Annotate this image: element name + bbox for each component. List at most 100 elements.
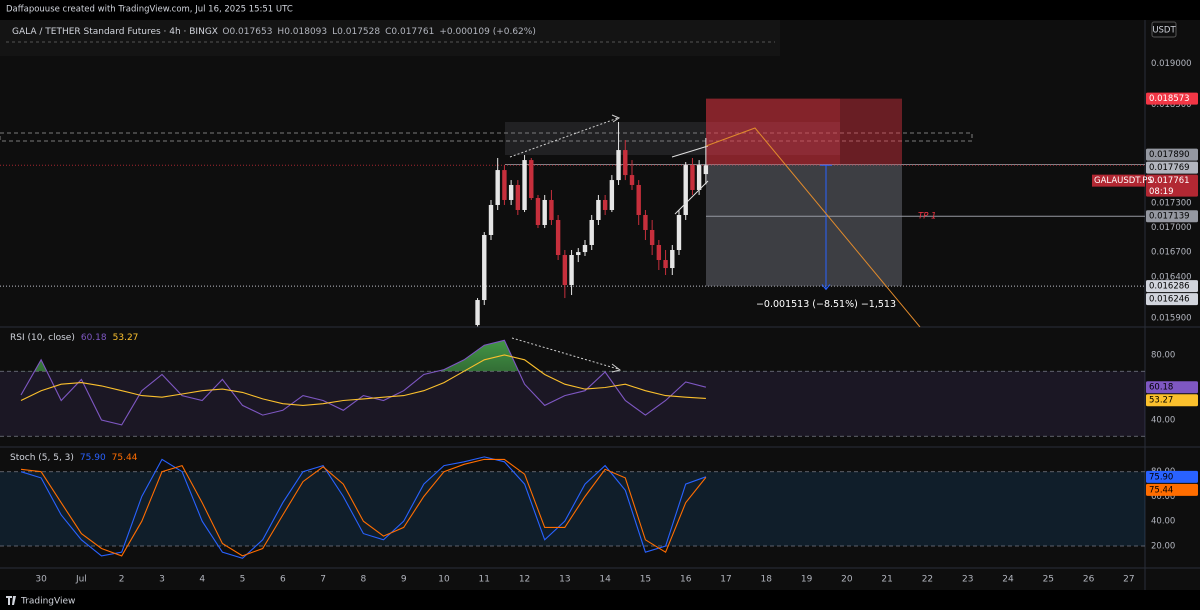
candle-body bbox=[649, 229, 655, 246]
series-line bbox=[20, 354, 706, 406]
legend-ohlc: +0.000109 (+0.62%) bbox=[439, 27, 536, 37]
price-tag-label: 53.27 bbox=[1149, 396, 1173, 406]
time-axis bbox=[0, 568, 1200, 590]
legend-ohlc: L0.017528 bbox=[332, 27, 380, 37]
candle-body bbox=[596, 199, 601, 220]
price-tag bbox=[1146, 280, 1198, 293]
x-tick-label: 11 bbox=[479, 575, 490, 585]
pane-legend: Stoch (5, 5, 3) 75.90 75.44 bbox=[10, 453, 138, 463]
series-line bbox=[20, 339, 707, 426]
x-tick-label: 18 bbox=[761, 575, 773, 585]
price-tag bbox=[1146, 381, 1198, 394]
price-tag bbox=[1146, 161, 1198, 174]
header-text: Daffapouuse created with TradingView.com… bbox=[6, 5, 293, 15]
legend-value: 53.27 bbox=[113, 333, 139, 343]
price-tag bbox=[1146, 394, 1198, 407]
x-tick-label: 17 bbox=[720, 575, 731, 585]
price-tag-label: 0.016246 bbox=[1149, 295, 1190, 305]
projection-line bbox=[705, 127, 921, 327]
axes: 30 Jul 2 3 4 5 6 7 8 9 10 11 12 13 14 15 16 17 18 19 20 21 22 2… bbox=[10, 27, 1198, 585]
x-tick-label: 20 bbox=[841, 575, 853, 585]
countdown: 08:19 bbox=[1149, 187, 1174, 197]
candle-body bbox=[508, 184, 514, 200]
x-tick-label: 16 bbox=[680, 575, 692, 585]
x-tick-label: 27 bbox=[1123, 575, 1134, 585]
pane-title: RSI (10, close) bbox=[10, 333, 75, 343]
candle-body bbox=[582, 245, 588, 253]
candle-body bbox=[629, 175, 635, 185]
candle-body bbox=[576, 252, 581, 256]
y-tick-label: 80.00 bbox=[1151, 350, 1175, 360]
price-tag-label: 0.017890 bbox=[1149, 150, 1190, 160]
candle-body bbox=[696, 165, 702, 190]
plot-area bbox=[0, 20, 1145, 568]
x-tick-label: 8 bbox=[361, 575, 367, 585]
divergence-line bbox=[511, 337, 619, 370]
candle-body bbox=[589, 219, 594, 246]
x-tick-label: Jul bbox=[75, 575, 87, 585]
measure-label: −0.001513 (−8.51%) −1,513 bbox=[756, 299, 896, 310]
candle-body bbox=[529, 160, 534, 199]
x-tick-label: 19 bbox=[801, 575, 813, 585]
pane-title: Stoch (5, 5, 3) bbox=[10, 453, 74, 463]
y-tick-label: 40.00 bbox=[1151, 416, 1175, 426]
candle-body bbox=[555, 219, 561, 256]
currency: USDT bbox=[1152, 26, 1176, 36]
candle-body bbox=[522, 160, 527, 210]
price-tag-label: 0.016286 bbox=[1149, 282, 1190, 292]
brand-name: TradingView bbox=[20, 597, 75, 607]
candle-body bbox=[683, 165, 688, 215]
brand: TradingView bbox=[6, 596, 75, 607]
price-tag-label: 75.44 bbox=[1149, 485, 1173, 495]
y-tick-label: 40.00 bbox=[1151, 517, 1175, 527]
price-tag-label: 75.90 bbox=[1149, 472, 1173, 482]
candle-body bbox=[549, 199, 554, 220]
candle-body bbox=[488, 204, 494, 235]
range-box bbox=[505, 122, 840, 155]
price-tag bbox=[1146, 483, 1198, 496]
x-tick-label: 26 bbox=[1083, 575, 1095, 585]
band-fill bbox=[0, 471, 1145, 546]
x-tick-label: 6 bbox=[280, 575, 286, 585]
x-tick-label: 2 bbox=[119, 575, 125, 585]
legend-ohlc: O0.017653 bbox=[222, 27, 272, 37]
x-tick-label: 12 bbox=[519, 575, 530, 585]
x-tick-label: 25 bbox=[1043, 575, 1054, 585]
legend-value: 75.44 bbox=[112, 453, 138, 463]
y-tick-label: 0.018500 bbox=[1151, 100, 1192, 110]
candle-body bbox=[542, 199, 547, 225]
pane-legend: RSI (10, close) 60.18 53.27 bbox=[10, 333, 138, 343]
price-tag bbox=[1146, 293, 1198, 306]
x-tick-label: 24 bbox=[1002, 575, 1014, 585]
candle-body bbox=[663, 260, 668, 269]
symbol-tag-label: GALAUSDT.PS bbox=[1094, 176, 1153, 186]
arrow-head bbox=[611, 363, 622, 373]
candle-body bbox=[656, 245, 662, 261]
drawings bbox=[509, 114, 921, 327]
price-tag-label: 0.018573 bbox=[1149, 94, 1190, 104]
divergence-line bbox=[509, 117, 619, 158]
candle-body bbox=[690, 165, 695, 190]
x-tick-label: 22 bbox=[922, 575, 933, 585]
candle-body bbox=[475, 300, 480, 326]
price-tag bbox=[1146, 92, 1198, 105]
price-tag-label: 0.017139 bbox=[1149, 212, 1190, 222]
marks: TP 1 −0.001513 (−8.51%) −1,513 bbox=[0, 98, 1145, 559]
measure-arrow bbox=[821, 284, 831, 291]
y-tick-label: 20.00 bbox=[1151, 541, 1175, 551]
y-tick-label: 60.00 bbox=[1151, 492, 1175, 502]
symbol-tag bbox=[1092, 174, 1145, 187]
x-tick-label: 13 bbox=[559, 575, 570, 585]
band-fill bbox=[0, 371, 1145, 437]
candle-body bbox=[643, 214, 648, 230]
series-line bbox=[20, 458, 707, 557]
legend-ohlc: H0.018093 bbox=[277, 27, 327, 37]
x-tick-label: 23 bbox=[962, 575, 973, 585]
tp-label: TP 1 bbox=[918, 212, 936, 222]
rsi-drawings bbox=[511, 337, 622, 373]
trend-line bbox=[674, 180, 709, 215]
candle-body bbox=[609, 180, 615, 210]
candle-body bbox=[495, 170, 500, 205]
x-tick-label: 9 bbox=[401, 575, 407, 585]
